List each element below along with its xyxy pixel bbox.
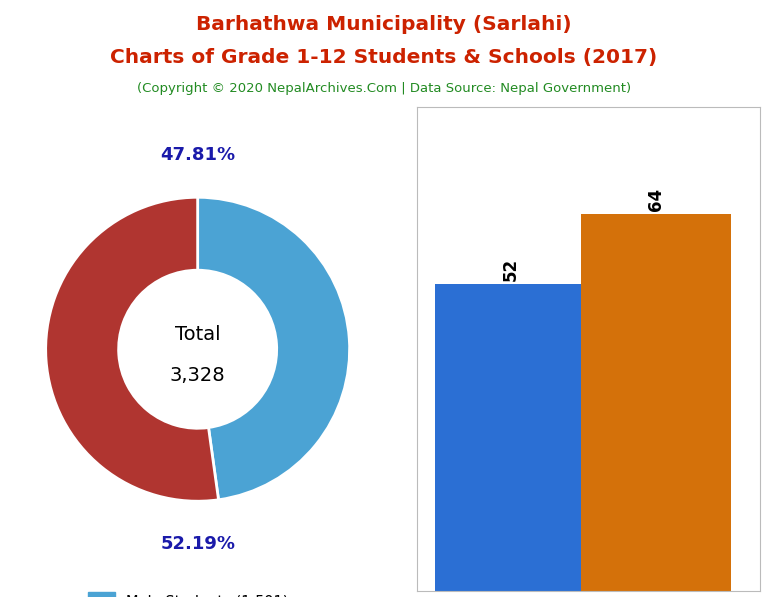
Wedge shape: [197, 197, 349, 500]
Text: (Copyright © 2020 NepalArchives.Com | Data Source: Nepal Government): (Copyright © 2020 NepalArchives.Com | Da…: [137, 82, 631, 96]
Text: Total: Total: [175, 325, 220, 343]
Text: 3,328: 3,328: [170, 365, 226, 384]
Legend: Male Students (1,591), Female Students (1,737): Male Students (1,591), Female Students (…: [82, 586, 313, 597]
Bar: [581, 214, 731, 591]
Text: Barhathwa Municipality (Sarlahi): Barhathwa Municipality (Sarlahi): [196, 15, 572, 34]
Text: 47.81%: 47.81%: [160, 146, 235, 164]
Text: 64: 64: [647, 187, 665, 211]
Text: Charts of Grade 1-12 Students & Schools (2017): Charts of Grade 1-12 Students & Schools …: [111, 48, 657, 67]
Bar: [435, 284, 585, 591]
Text: 52: 52: [502, 259, 519, 281]
Text: 52.19%: 52.19%: [161, 535, 235, 553]
Wedge shape: [45, 197, 219, 501]
